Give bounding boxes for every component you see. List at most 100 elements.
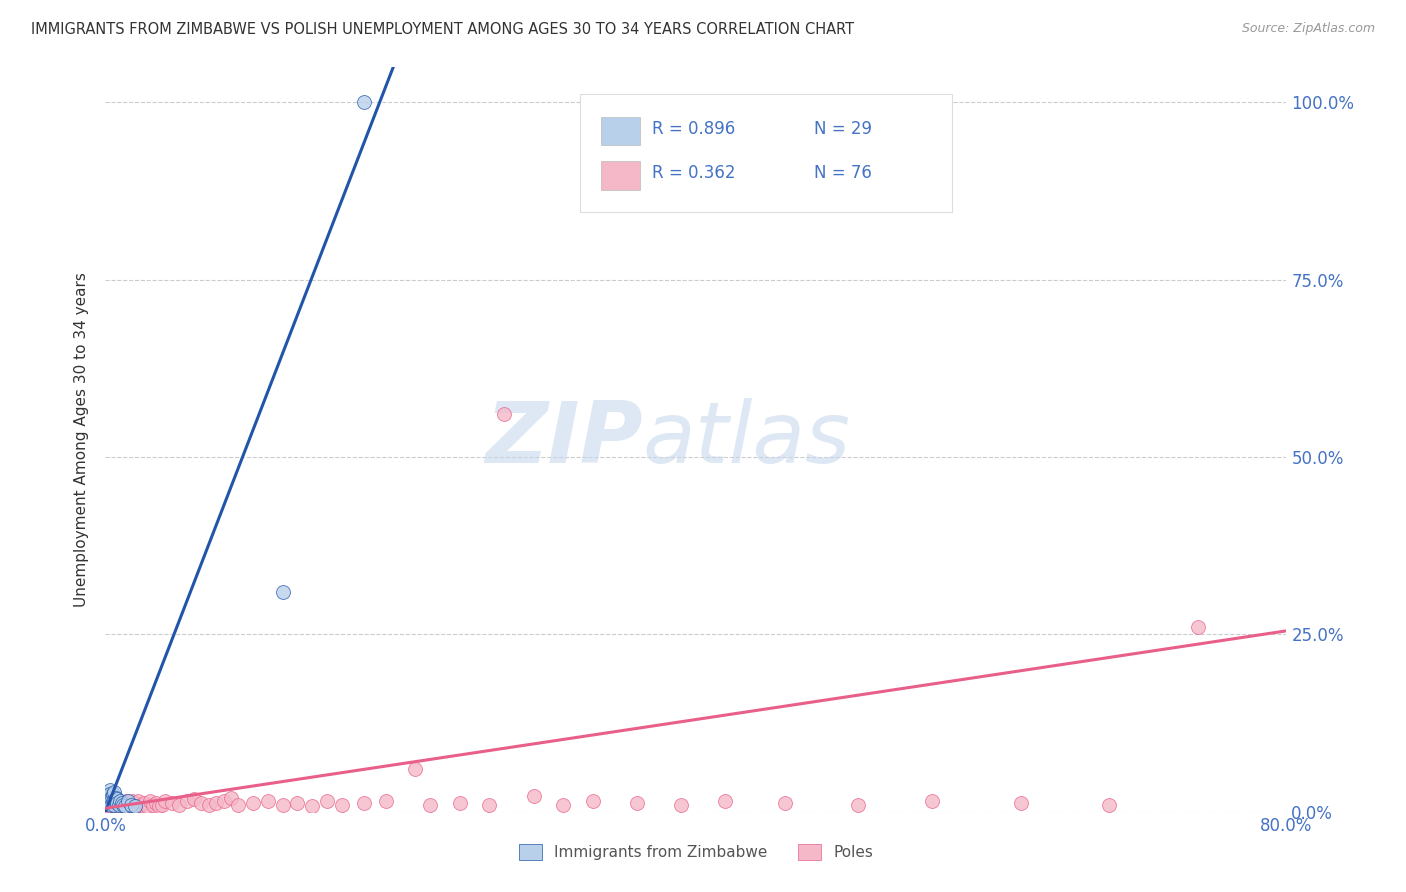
Point <box>492 408 515 422</box>
Point <box>114 799 136 814</box>
Point <box>257 794 280 808</box>
Point <box>449 796 471 810</box>
Point <box>127 794 149 808</box>
Point <box>111 797 134 812</box>
Point <box>97 799 120 814</box>
Point <box>160 796 183 810</box>
Point <box>145 796 167 810</box>
Point <box>104 797 127 812</box>
Point <box>101 794 124 808</box>
Point <box>419 797 441 812</box>
Point <box>120 797 142 812</box>
Point <box>111 796 134 810</box>
Point <box>107 797 129 812</box>
Point <box>582 794 605 808</box>
Point <box>148 799 170 814</box>
Point <box>101 794 124 808</box>
Point <box>112 797 135 812</box>
Point <box>129 797 152 812</box>
Point <box>1187 620 1209 634</box>
Text: R = 0.896: R = 0.896 <box>652 120 735 137</box>
Point <box>242 796 264 810</box>
Point <box>122 797 145 812</box>
Point <box>205 796 228 810</box>
Text: Source: ZipAtlas.com: Source: ZipAtlas.com <box>1241 22 1375 36</box>
Point <box>353 796 375 810</box>
Point <box>101 787 124 801</box>
Point <box>271 797 294 812</box>
Point <box>97 787 120 801</box>
Point <box>626 796 648 810</box>
Point <box>103 799 125 814</box>
Bar <box>602 161 641 190</box>
Point <box>98 787 121 801</box>
Point <box>315 794 337 808</box>
Point <box>96 790 118 805</box>
Point <box>100 790 122 805</box>
Legend: Immigrants from Zimbabwe, Poles: Immigrants from Zimbabwe, Poles <box>519 844 873 860</box>
Point <box>219 790 242 805</box>
Point <box>374 794 398 808</box>
Point <box>330 797 353 812</box>
Point <box>100 799 122 814</box>
Point <box>142 797 165 812</box>
Point <box>107 794 129 808</box>
Point <box>301 799 323 814</box>
Point <box>98 783 121 797</box>
Point <box>124 799 146 814</box>
Text: IMMIGRANTS FROM ZIMBABWE VS POLISH UNEMPLOYMENT AMONG AGES 30 TO 34 YEARS CORREL: IMMIGRANTS FROM ZIMBABWE VS POLISH UNEMP… <box>31 22 853 37</box>
Point <box>100 794 122 808</box>
Text: atlas: atlas <box>643 398 851 481</box>
Point <box>138 794 162 808</box>
Point <box>846 797 869 812</box>
Point <box>176 794 198 808</box>
Point <box>110 796 132 810</box>
Point <box>110 799 132 814</box>
Point <box>478 797 501 812</box>
Text: R = 0.362: R = 0.362 <box>652 164 735 182</box>
Point <box>671 797 693 812</box>
Point <box>124 796 146 810</box>
Bar <box>602 117 641 145</box>
Point <box>271 584 294 599</box>
Point <box>103 797 125 812</box>
Point <box>118 796 141 810</box>
Point <box>96 797 118 812</box>
Point <box>921 794 943 808</box>
Point <box>228 797 250 812</box>
Point <box>169 797 191 812</box>
Point <box>190 796 212 810</box>
Point <box>197 797 219 812</box>
Point <box>104 790 127 805</box>
Point <box>112 796 135 810</box>
Point <box>101 797 124 812</box>
Point <box>107 797 129 812</box>
Point <box>103 785 125 799</box>
Point <box>110 794 132 808</box>
Point <box>135 799 157 814</box>
Point <box>153 794 176 808</box>
Point <box>117 794 139 808</box>
Point <box>100 796 122 810</box>
Point <box>104 794 127 808</box>
FancyBboxPatch shape <box>581 95 952 212</box>
Point <box>212 794 235 808</box>
Point <box>105 792 128 806</box>
Point <box>714 794 737 808</box>
Point <box>114 799 136 814</box>
Point <box>98 794 121 808</box>
Point <box>150 797 173 812</box>
Point <box>97 796 120 810</box>
Point <box>105 796 128 810</box>
Point <box>120 799 142 814</box>
Point <box>523 789 546 804</box>
Point <box>103 794 125 808</box>
Point <box>125 799 148 814</box>
Point <box>183 792 205 806</box>
Point <box>773 796 796 810</box>
Point <box>1010 796 1032 810</box>
Point <box>405 762 427 776</box>
Point <box>132 796 155 810</box>
Point <box>103 796 125 810</box>
Text: ZIP: ZIP <box>485 398 643 481</box>
